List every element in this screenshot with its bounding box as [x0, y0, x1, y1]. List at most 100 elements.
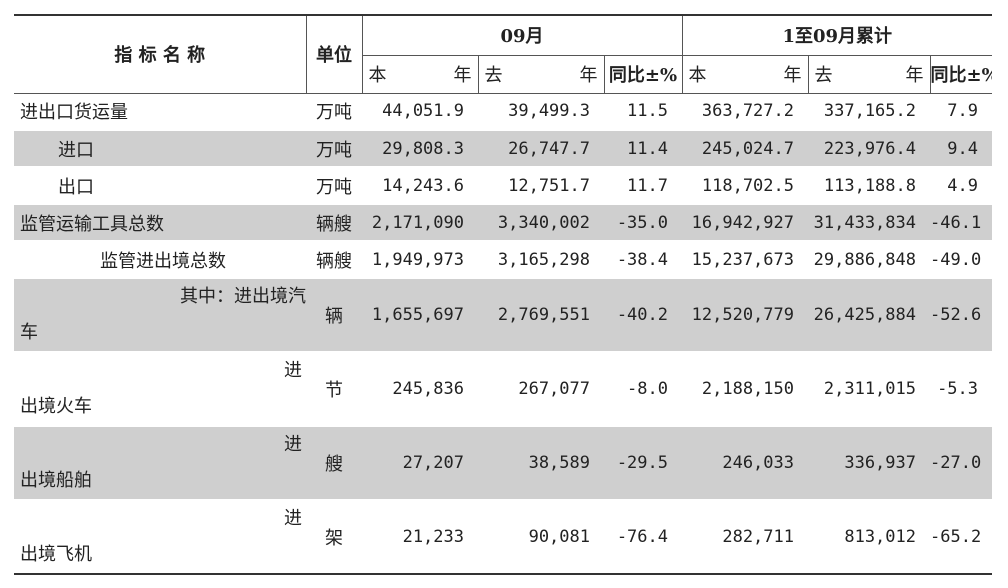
row-name-line2: 出境船舶: [20, 470, 92, 491]
cell-cum-yoy: -27.0: [930, 426, 993, 501]
cell-month-last: 39,499.3: [478, 93, 604, 131]
cell-cum-yoy: 9.4: [930, 130, 993, 168]
header-month-last-year: 去年: [477, 55, 604, 94]
cell-month-this: 1,655,697: [362, 278, 478, 353]
cell-month-this: 2,171,090: [362, 204, 478, 242]
cell-cum-last: 26,425,884: [808, 278, 930, 353]
cell-cum-yoy: -5.3: [930, 352, 993, 427]
cell-cum-yoy: 4.9: [930, 167, 993, 205]
header-month-this-year: 本年: [361, 55, 478, 94]
cell-month-yoy: 11.7: [604, 167, 682, 205]
row-unit: 辆: [306, 278, 362, 353]
row-unit: 万吨: [306, 167, 362, 205]
row-name-line1: 进: [284, 508, 302, 529]
cell-cum-yoy: 7.9: [930, 93, 993, 131]
cell-month-this: 21,233: [362, 500, 478, 575]
header-indicator-name: 指 标 名 称: [14, 14, 306, 94]
header-month: 09月: [361, 14, 682, 56]
cell-month-this: 14,243.6: [362, 167, 478, 205]
row-name: 进出口货运量: [14, 93, 306, 131]
cell-cum-last: 223,976.4: [808, 130, 930, 168]
cell-cum-yoy: -46.1: [930, 204, 993, 242]
cell-month-last: 3,165,298: [478, 241, 604, 279]
cell-month-this: 44,051.9: [362, 93, 478, 131]
header-cum-last-year: 去年: [807, 55, 930, 94]
header-month-yoy: 同比±%: [603, 55, 682, 94]
cell-cum-this: 15,237,673: [682, 241, 808, 279]
row-name-line2: 出境飞机: [20, 544, 92, 565]
cell-month-last: 3,340,002: [478, 204, 604, 242]
cell-month-yoy: -35.0: [604, 204, 682, 242]
row-unit: 辆艘: [306, 204, 362, 242]
cell-month-yoy: -38.4: [604, 241, 682, 279]
cell-month-last: 38,589: [478, 426, 604, 501]
header-cum-yoy: 同比±%: [929, 55, 993, 94]
table-row: 进 出境飞机 架 21,233 90,081 -76.4 282,711 813…: [14, 500, 993, 575]
cell-month-last: 26,747.7: [478, 130, 604, 168]
row-name: 其中：进出境汽 车: [14, 278, 306, 353]
cell-cum-last: 337,165.2: [808, 93, 930, 131]
cell-cum-yoy: -65.2: [930, 500, 993, 575]
cell-cum-yoy: -49.0: [930, 241, 993, 279]
row-unit: 辆艘: [306, 241, 362, 279]
table-row: 进出口货运量 万吨 44,051.9 39,499.3 11.5 363,727…: [14, 93, 993, 131]
cell-month-yoy: -76.4: [604, 500, 682, 575]
cell-month-yoy: 11.4: [604, 130, 682, 168]
header-cum-this-year: 本年: [681, 55, 808, 94]
row-name-line1: 进: [284, 360, 302, 381]
table-row: 监管进出境总数 辆艘 1,949,973 3,165,298 -38.4 15,…: [14, 241, 993, 279]
row-unit: 万吨: [306, 93, 362, 131]
cell-month-last: 267,077: [478, 352, 604, 427]
table-row: 进 出境船舶 艘 27,207 38,589 -29.5 246,033 336…: [14, 426, 993, 501]
cell-month-yoy: 11.5: [604, 93, 682, 131]
cell-cum-this: 16,942,927: [682, 204, 808, 242]
cell-month-this: 245,836: [362, 352, 478, 427]
table-row: 进口 万吨 29,808.3 26,747.7 11.4 245,024.7 2…: [14, 130, 993, 168]
cell-month-last: 2,769,551: [478, 278, 604, 353]
cell-cum-last: 2,311,015: [808, 352, 930, 427]
row-unit: 节: [306, 352, 362, 427]
row-name: 进口: [14, 130, 306, 168]
cell-cum-last: 113,188.8: [808, 167, 930, 205]
cell-month-last: 12,751.7: [478, 167, 604, 205]
row-name-line2: 出境火车: [20, 396, 92, 417]
row-name: 进 出境飞机: [14, 500, 306, 575]
cell-cum-last: 31,433,834: [808, 204, 930, 242]
cell-cum-this: 282,711: [682, 500, 808, 575]
cell-cum-this: 363,727.2: [682, 93, 808, 131]
row-name-line2: 车: [20, 322, 38, 343]
table-row: 出口 万吨 14,243.6 12,751.7 11.7 118,702.5 1…: [14, 167, 993, 205]
row-unit: 艘: [306, 426, 362, 501]
cell-cum-last: 29,886,848: [808, 241, 930, 279]
row-unit: 架: [306, 500, 362, 575]
cell-cum-this: 245,024.7: [682, 130, 808, 168]
row-name: 进 出境船舶: [14, 426, 306, 501]
header-unit: 单位: [305, 14, 362, 94]
row-name-line1: 进: [284, 434, 302, 455]
row-name: 监管进出境总数: [14, 241, 306, 279]
cell-cum-last: 813,012: [808, 500, 930, 575]
row-name-line1: 其中：进出境汽: [180, 286, 306, 307]
table-row: 监管运输工具总数 辆艘 2,171,090 3,340,002 -35.0 16…: [14, 204, 993, 242]
cell-cum-this: 118,702.5: [682, 167, 808, 205]
row-name: 出口: [14, 167, 306, 205]
cell-cum-this: 12,520,779: [682, 278, 808, 353]
table-row: 进 出境火车 节 245,836 267,077 -8.0 2,188,150 …: [14, 352, 993, 427]
cell-cum-this: 246,033: [682, 426, 808, 501]
cell-cum-yoy: -52.6: [930, 278, 993, 353]
cell-month-this: 29,808.3: [362, 130, 478, 168]
customs-statistics-table: 指 标 名 称 单位 09月 1至09月累计 本年 去年 同比±% 本年 去年 …: [14, 14, 993, 575]
cell-cum-last: 336,937: [808, 426, 930, 501]
cell-month-this: 27,207: [362, 426, 478, 501]
row-name: 进 出境火车: [14, 352, 306, 427]
table-row: 其中：进出境汽 车 辆 1,655,697 2,769,551 -40.2 12…: [14, 278, 993, 353]
header-cumulative: 1至09月累计: [681, 14, 993, 56]
cell-month-this: 1,949,973: [362, 241, 478, 279]
cell-month-yoy: -40.2: [604, 278, 682, 353]
row-name: 监管运输工具总数: [14, 204, 306, 242]
cell-month-last: 90,081: [478, 500, 604, 575]
row-unit: 万吨: [306, 130, 362, 168]
cell-month-yoy: -8.0: [604, 352, 682, 427]
cell-cum-this: 2,188,150: [682, 352, 808, 427]
cell-month-yoy: -29.5: [604, 426, 682, 501]
